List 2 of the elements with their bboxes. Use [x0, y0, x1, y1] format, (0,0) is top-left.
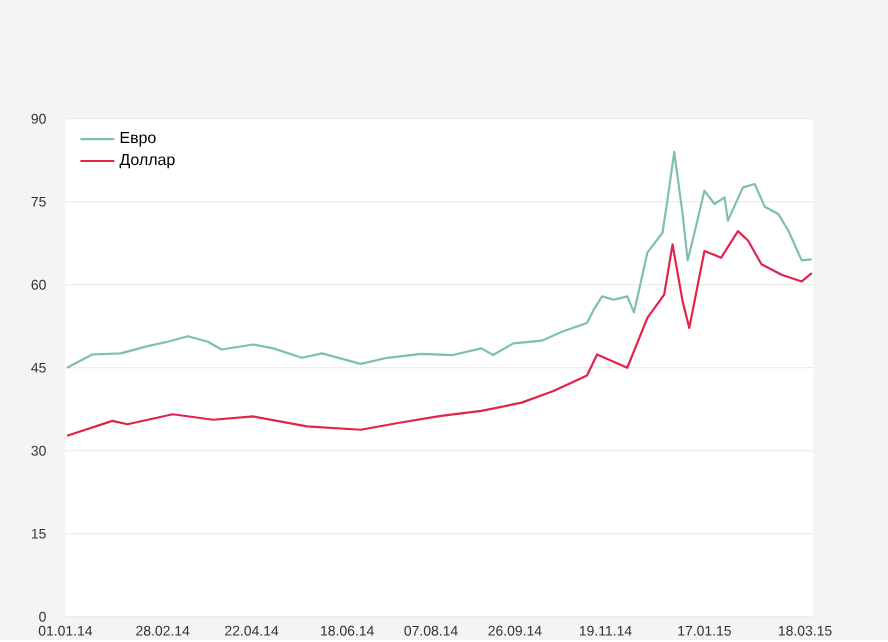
line-series — [65, 229, 813, 437]
line-series — [65, 150, 813, 369]
